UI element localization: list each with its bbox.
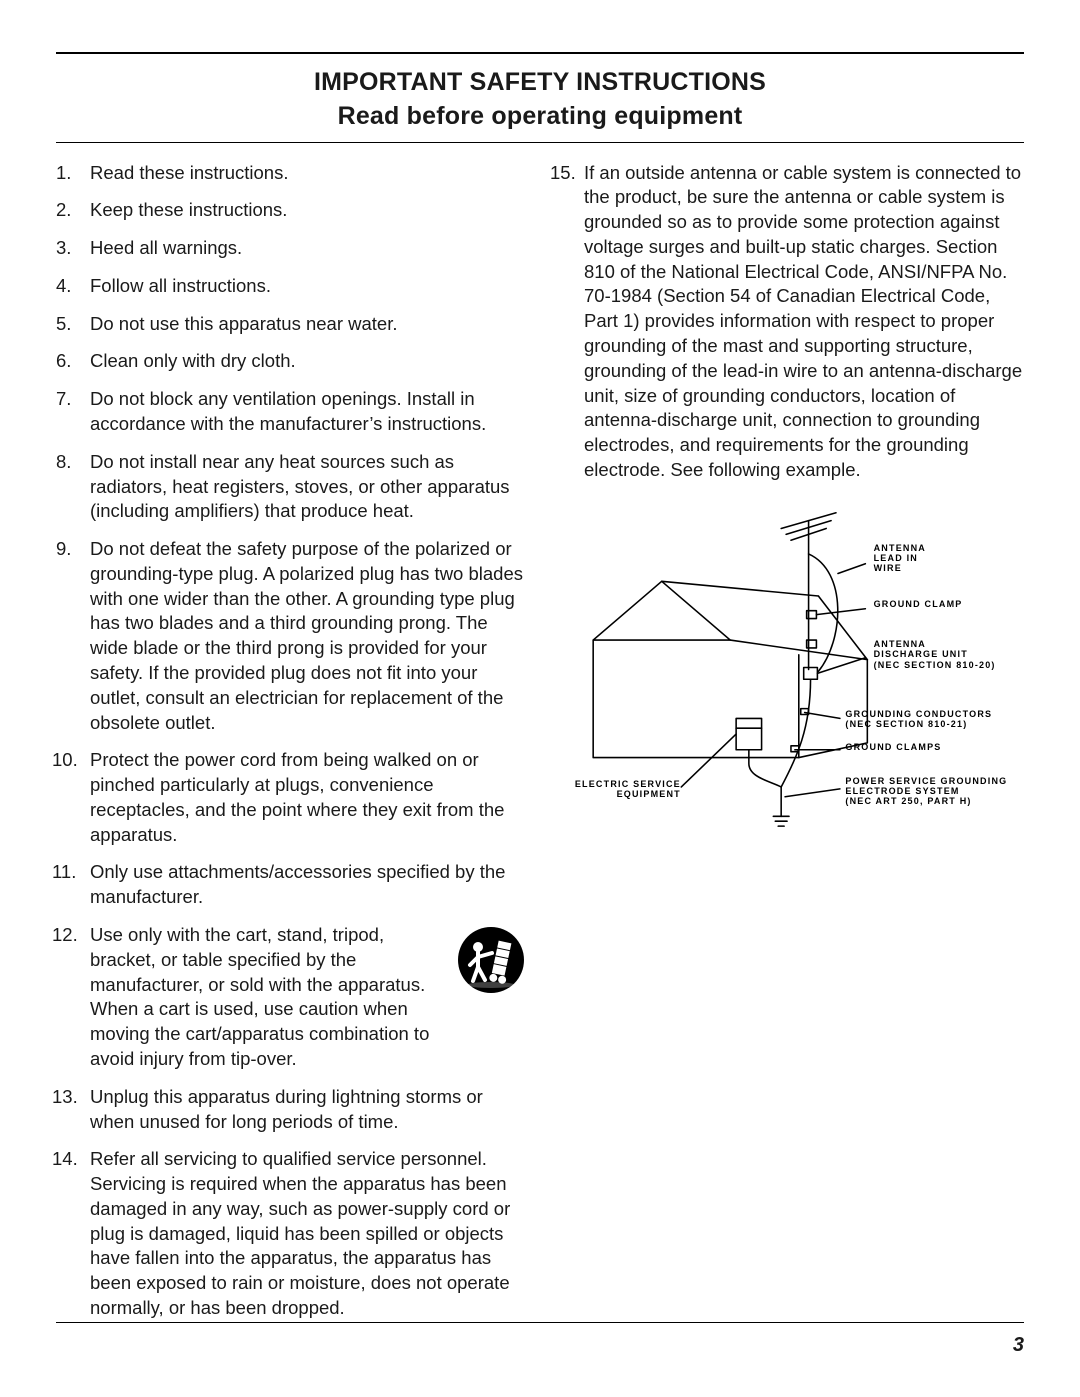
diagram-label-electric-service: ELECTRIC SERVICEEQUIPMENT	[568, 779, 681, 800]
header-underline	[56, 142, 1024, 143]
diagram-label-power-service: POWER SERVICE GROUNDINGELECTRODE SYSTEM(…	[845, 776, 1007, 807]
diagram-label-ground-clamps: GROUND CLAMPS	[845, 742, 941, 752]
right-column: If an outside antenna or cable system is…	[554, 161, 1024, 1334]
instruction-item: Do not install near any heat sources suc…	[56, 450, 526, 524]
header-line-2: Read before operating equipment	[338, 102, 743, 130]
instruction-item: Do not block any ventilation openings. I…	[56, 387, 526, 437]
cart-tip-warning-icon	[456, 925, 526, 995]
footer-rule	[56, 1322, 1024, 1323]
instruction-text: Use only with the cart, stand, tripod, b…	[90, 924, 429, 1069]
two-column-layout: Read these instructions. Keep these inst…	[56, 161, 1024, 1334]
diagram-label-discharge-unit: ANTENNADISCHARGE UNIT(NEC SECTION 810-20…	[874, 639, 996, 670]
instruction-item: Do not use this apparatus near water.	[56, 312, 526, 337]
left-column: Read these instructions. Keep these inst…	[56, 161, 526, 1334]
diagram-label-grounding-conductors: GROUNDING CONDUCTORS(NEC SECTION 810-21)	[845, 709, 992, 730]
instruction-item: Protect the power cord from being walked…	[56, 748, 526, 847]
page-number: 3	[1013, 1334, 1024, 1357]
top-rule-thick	[56, 52, 1024, 54]
instruction-item: Refer all servicing to qualified service…	[56, 1147, 526, 1320]
diagram-label-ground-clamp: GROUND CLAMP	[874, 599, 963, 609]
header-line-1: IMPORTANT SAFETY INSTRUCTIONS	[314, 68, 766, 96]
antenna-grounding-diagram: ANTENNALEAD INWIRE GROUND CLAMP ANTENNAD…	[554, 503, 1024, 836]
instruction-item: Use only with the cart, stand, tripod, b…	[56, 923, 526, 1072]
instruction-item: Clean only with dry cloth.	[56, 349, 526, 374]
instruction-item: Unplug this apparatus during lightning s…	[56, 1085, 526, 1135]
instruction-item: Read these instructions.	[56, 161, 526, 186]
instruction-item: Only use attachments/accessories specifi…	[56, 860, 526, 910]
instruction-item: Keep these instructions.	[56, 198, 526, 223]
instruction-15: If an outside antenna or cable system is…	[554, 161, 1024, 483]
instruction-item: Heed all warnings.	[56, 236, 526, 261]
instruction-item: Do not defeat the safety purpose of the …	[56, 537, 526, 735]
instructions-list: Read these instructions. Keep these inst…	[56, 161, 526, 1321]
page-header: IMPORTANT SAFETY INSTRUCTIONS Read befor…	[56, 62, 1024, 142]
diagram-label-antenna-lead-in: ANTENNALEAD INWIRE	[874, 543, 926, 574]
instruction-item: Follow all instructions.	[56, 274, 526, 299]
